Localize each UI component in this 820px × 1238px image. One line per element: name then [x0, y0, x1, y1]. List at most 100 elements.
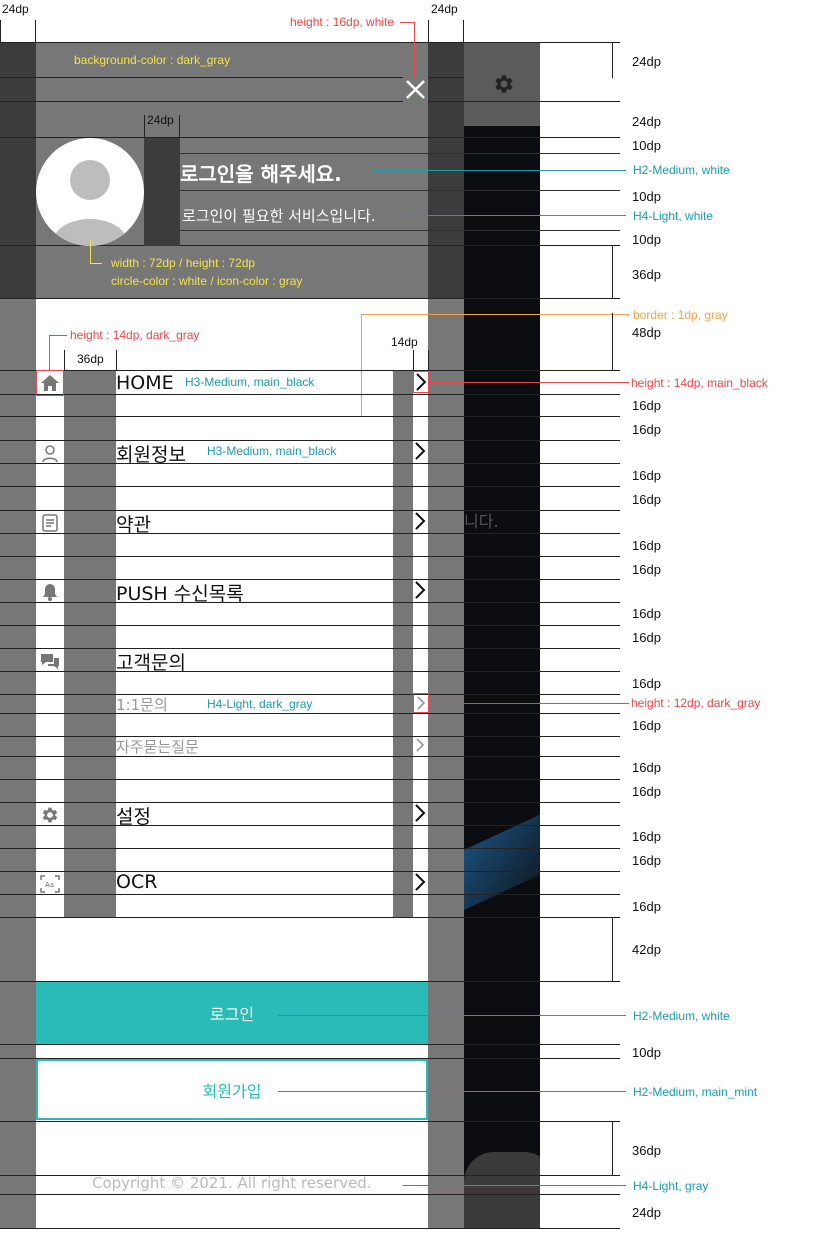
arrow-col-dim: 14dp — [391, 335, 418, 349]
menu-item-label: PUSH 수신목록 — [116, 583, 244, 605]
signup-button-label: 회원가입 — [202, 1081, 262, 1101]
dp-label: 16dp — [632, 606, 661, 621]
menu-item-settings[interactable] — [36, 802, 428, 825]
dp-label: 16dp — [632, 422, 661, 437]
menu-item-spec: H3-Medium, main_black — [185, 375, 315, 389]
menu-line — [0, 370, 620, 371]
menu-gutter-column — [64, 370, 116, 918]
login-spec-line — [278, 1015, 626, 1016]
subtitle-spec: H4-Light, white — [633, 209, 714, 223]
background-app-header — [464, 42, 540, 126]
menu-line — [0, 510, 620, 511]
login-button[interactable]: 로그인 — [36, 982, 428, 1044]
login-button-spec: H2-Medium, white — [633, 1009, 730, 1023]
menu-line — [0, 848, 620, 849]
sub-arrow-spec-line — [429, 703, 629, 704]
avatar-spec-line — [90, 240, 102, 264]
chevron-right-icon — [413, 736, 429, 756]
menu-item-label: 고객문의 — [116, 652, 186, 674]
close-button[interactable] — [403, 77, 428, 102]
dp-label: 42dp — [632, 942, 661, 957]
spec-bracket — [612, 1121, 613, 1175]
menu-line — [0, 533, 620, 534]
menu-line — [0, 894, 620, 895]
dp-label: 10dp — [632, 1045, 661, 1060]
top-dim-left: 24dp — [2, 2, 29, 16]
arrow-height-spec: height : 14dp, main_black — [631, 376, 768, 390]
gutter-dim: 36dp — [77, 352, 104, 366]
menu-item-spec: H3-Medium, main_black — [207, 444, 337, 458]
avatar-gap-tick-1 — [144, 115, 145, 138]
border-spec-line — [361, 314, 629, 416]
menu-line — [0, 713, 620, 714]
dp-label: 16dp — [632, 538, 661, 553]
login-button-label: 로그인 — [209, 1005, 255, 1024]
scan-icon: Aa — [36, 871, 64, 897]
background-app: 니다. — [464, 42, 540, 1228]
user-placeholder-icon — [52, 160, 128, 246]
avatar-spec-2: circle-color : white / icon-color : gray — [111, 274, 303, 288]
menu-item-terms[interactable] — [36, 510, 428, 533]
gear-icon — [36, 802, 64, 828]
header-line-6 — [0, 298, 620, 299]
top-dim-right: 24dp — [431, 2, 458, 16]
dp-label: 24dp — [632, 114, 661, 129]
spec-bracket — [612, 245, 613, 299]
menu-line — [0, 694, 620, 695]
bottom-line — [0, 1058, 620, 1059]
background-gear-icon — [492, 72, 516, 96]
top-tick-3 — [428, 20, 429, 42]
menu-line — [0, 579, 620, 580]
home-icon — [36, 370, 64, 396]
dp-label: 24dp — [632, 1205, 661, 1220]
avatar[interactable] — [36, 138, 144, 246]
sub-arrow-spec: height : 12dp, dark_gray — [631, 696, 761, 710]
dp-label: 16dp — [632, 630, 661, 645]
gutter-tick-2 — [116, 350, 117, 370]
signup-button[interactable]: 회원가입 — [36, 1059, 428, 1120]
chevron-right-icon — [413, 693, 429, 713]
menu-subitem-label: 자주묻는질문 — [116, 738, 199, 756]
title-bottom-line — [180, 190, 620, 191]
arrow-tick-1 — [413, 350, 414, 370]
header-line-4 — [0, 137, 620, 138]
dp-label: 16dp — [632, 492, 661, 507]
svg-text:Aa: Aa — [45, 881, 54, 889]
dp-label: 36dp — [632, 267, 661, 282]
user-icon — [36, 440, 64, 466]
top-tick-left — [0, 20, 1, 42]
menu-line — [0, 736, 620, 737]
border-spec: border : 1dp, gray — [633, 308, 728, 322]
dp-label: 48dp — [632, 325, 661, 340]
subtitle-spec-line — [408, 215, 626, 216]
menu-item-label: 설정 — [116, 806, 151, 828]
close-spec-line — [400, 22, 415, 77]
dp-label: 16dp — [632, 676, 661, 691]
header-bg-spec: background-color : dark_gray — [74, 53, 231, 67]
icon-spec-line — [49, 335, 67, 370]
chevron-right-icon — [413, 872, 429, 894]
copyright-text: Copyright © 2021. All right reserved. — [92, 1174, 372, 1192]
menu-line — [0, 756, 620, 757]
menu-item-ocr[interactable] — [36, 871, 428, 894]
menu-line — [0, 625, 620, 626]
bottom-line — [0, 1228, 620, 1229]
gutter-tick-1 — [64, 350, 65, 370]
dp-label: 16dp — [632, 398, 661, 413]
subtitle-bottom-line — [180, 230, 620, 231]
bottom-line — [0, 1044, 620, 1045]
avatar-gap-tick-2 — [179, 115, 180, 138]
title-spec: H2-Medium, white — [633, 163, 730, 177]
bottom-line — [0, 1194, 620, 1195]
menu-item-label: OCR — [116, 871, 158, 893]
avatar-spec-1: width : 72dp / height : 72dp — [111, 256, 256, 270]
header-line-5 — [0, 245, 620, 246]
menu-line — [0, 556, 620, 557]
dp-label: 36dp — [632, 1143, 661, 1158]
header-line-3 — [0, 101, 620, 102]
document-icon — [36, 510, 64, 536]
menu-item-faq[interactable] — [36, 736, 428, 756]
menu-item-support[interactable] — [36, 648, 428, 671]
dp-label: 10dp — [632, 138, 661, 153]
chevron-right-icon — [413, 371, 429, 393]
